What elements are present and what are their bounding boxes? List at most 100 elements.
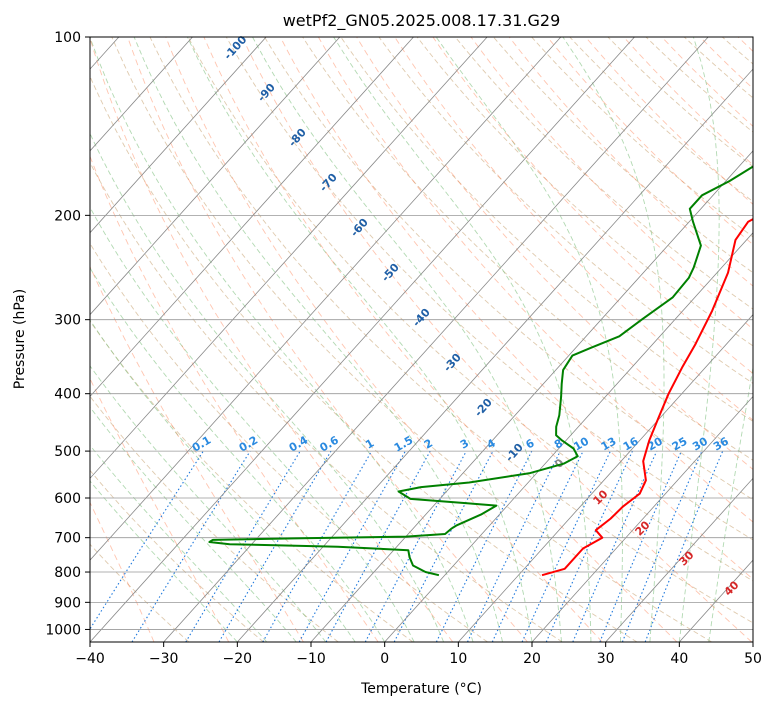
x-ticks: −40 −30 −20 −10 0 10 20 30 40 50 bbox=[75, 642, 762, 667]
dewpoint-line bbox=[208, 165, 753, 577]
x-tick-label: 30 bbox=[597, 651, 615, 667]
moist-adiabat bbox=[90, 132, 445, 642]
theta-e-line bbox=[585, 37, 753, 205]
isotherm bbox=[458, 313, 753, 642]
mixing-ratio-line bbox=[599, 450, 682, 642]
pressure-grid bbox=[90, 36, 753, 630]
mixing-ratio-label: 13 bbox=[599, 435, 619, 454]
moist-adiabat bbox=[90, 480, 238, 642]
x-tick-label: 50 bbox=[744, 651, 762, 667]
y-tick-label: 300 bbox=[54, 313, 81, 329]
moist-adiabat bbox=[678, 37, 720, 642]
theta-e-line bbox=[318, 37, 753, 523]
y-tick-label: 800 bbox=[54, 565, 81, 581]
dry-adiabat bbox=[569, 37, 753, 203]
y-tick-label: 200 bbox=[54, 208, 81, 224]
mixing-ratio-label: 30 bbox=[690, 434, 710, 453]
mixing-ratio-line bbox=[393, 450, 494, 642]
theta-e-line bbox=[623, 37, 753, 166]
isotherm bbox=[90, 37, 562, 561]
theta-e-line bbox=[90, 265, 304, 642]
isotherm-label: -50 bbox=[379, 261, 402, 285]
moist-adiabat bbox=[708, 365, 753, 642]
mixing-ratio-line bbox=[131, 450, 251, 642]
theta-e-line bbox=[546, 37, 753, 246]
theta-e-line bbox=[127, 37, 528, 642]
dry-adiabat bbox=[90, 242, 488, 642]
dry-adiabat bbox=[607, 37, 753, 168]
isotherm bbox=[531, 395, 753, 642]
dry-adiabat bbox=[90, 320, 414, 642]
isotherm-label: -80 bbox=[286, 126, 309, 150]
mixing-ratio-line bbox=[572, 450, 658, 642]
theta-e-line bbox=[661, 37, 753, 127]
isotherm-label: -10 bbox=[503, 441, 526, 465]
isotherm bbox=[679, 559, 753, 642]
dry-adiabat bbox=[90, 161, 563, 642]
dry-adiabat bbox=[264, 37, 753, 501]
theta-e-line bbox=[394, 37, 753, 421]
dry-adiabat bbox=[149, 37, 753, 624]
mixing-ratio-label: 3 bbox=[458, 437, 471, 452]
isotherm-label: -30 bbox=[441, 351, 464, 375]
isotherm bbox=[163, 37, 709, 642]
isotherm bbox=[384, 232, 753, 642]
y-tick-label: 900 bbox=[54, 595, 81, 611]
dry-adiabat bbox=[225, 37, 753, 541]
x-tick-label: 10 bbox=[449, 651, 467, 667]
isotherm-label: -70 bbox=[317, 171, 340, 195]
plot-frame bbox=[89, 36, 754, 643]
isotherm bbox=[605, 477, 753, 642]
dry-adiabat bbox=[90, 75, 638, 642]
x-tick-label: 0 bbox=[380, 651, 389, 667]
y-tick-label: 700 bbox=[54, 531, 81, 547]
theta-e-label: 40 bbox=[722, 578, 742, 598]
moist-adiabat bbox=[133, 37, 503, 642]
mixing-ratio-label: 2 bbox=[422, 437, 435, 452]
mixing-ratio-line bbox=[491, 450, 584, 642]
background-lines bbox=[90, 37, 753, 642]
isotherm bbox=[90, 37, 341, 316]
temperature-line bbox=[541, 218, 753, 577]
theta-e-line bbox=[508, 37, 753, 287]
dry-adiabat bbox=[111, 37, 712, 642]
mixing-ratio-line bbox=[298, 450, 406, 642]
theta-e-line bbox=[203, 37, 678, 642]
theta-e-label: 10 bbox=[591, 487, 611, 507]
x-tick-label: 20 bbox=[523, 651, 541, 667]
x-tick-label: −40 bbox=[75, 651, 105, 667]
theta-e-line bbox=[432, 37, 753, 375]
isotherm bbox=[90, 37, 414, 398]
mixing-ratio-line bbox=[435, 450, 533, 642]
y-tick-label: 400 bbox=[54, 387, 81, 403]
mixing-ratio-line bbox=[90, 450, 204, 631]
mixing-ratio-line bbox=[521, 450, 611, 642]
isotherm bbox=[752, 641, 753, 642]
isotherm bbox=[310, 150, 753, 642]
theta-e-label: 20 bbox=[633, 518, 653, 538]
isotherm bbox=[90, 37, 193, 152]
theta-e-line bbox=[279, 37, 753, 580]
isotherm bbox=[90, 37, 635, 642]
dry-adiabat bbox=[416, 37, 753, 347]
theta-e-line bbox=[241, 37, 753, 642]
moist-adiabat bbox=[90, 37, 474, 642]
isotherm bbox=[90, 37, 267, 234]
theta-e-line bbox=[90, 377, 230, 642]
chart-title: wetPf2_GN05.2025.008.17.31.G29 bbox=[283, 11, 561, 31]
moist-adiabat bbox=[333, 37, 592, 642]
x-tick-label: −10 bbox=[296, 651, 326, 667]
mixing-ratio-line bbox=[185, 450, 301, 642]
mixing-ratio-line bbox=[325, 450, 431, 642]
theta-e-line bbox=[90, 155, 379, 642]
dry-adiabat bbox=[302, 37, 753, 461]
y-tick-label: 100 bbox=[54, 30, 81, 46]
y-ticks: 1000 900 800 700 600 500 400 300 200 100 bbox=[45, 30, 90, 638]
mixing-ratio-line bbox=[545, 450, 633, 642]
dry-adiabat bbox=[90, 395, 339, 642]
moist-adiabat bbox=[90, 444, 268, 642]
dry-adiabat bbox=[90, 543, 190, 642]
moist-adiabat bbox=[90, 319, 356, 642]
profile-series bbox=[208, 165, 753, 577]
